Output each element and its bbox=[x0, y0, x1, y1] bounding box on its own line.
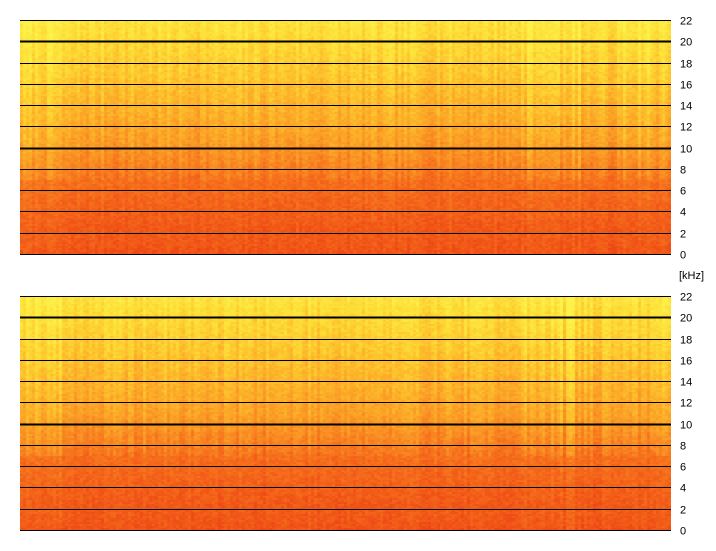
y-tick-label: 0 bbox=[680, 526, 686, 538]
y-tick-label: 6 bbox=[680, 462, 686, 474]
y-tick-label: 8 bbox=[680, 165, 686, 177]
y-tick-label: 6 bbox=[680, 186, 686, 198]
y-tick-label: 12 bbox=[680, 398, 692, 410]
spectrogram-panel-bottom: 0 2 4 6 8 10 12 14 16 18 20 22 bbox=[20, 292, 692, 538]
y-tick-label: 22 bbox=[680, 16, 692, 28]
y-tick-label: 2 bbox=[680, 505, 686, 517]
y-tick-label: 18 bbox=[680, 335, 692, 347]
y-tick-label: 14 bbox=[680, 377, 692, 389]
y-tick-label: 2 bbox=[680, 229, 686, 241]
y-tick-label: 22 bbox=[680, 292, 692, 304]
spectrogram-panel-top: 0 2 4 6 8 10 12 14 16 18 20 22 bbox=[20, 16, 692, 262]
y-tick-label: 0 bbox=[680, 250, 686, 262]
y-tick-label: 16 bbox=[680, 356, 692, 368]
y-tick-label: 20 bbox=[680, 37, 692, 49]
y-tick-label: 12 bbox=[680, 122, 692, 134]
spectrogram-heatmap bbox=[20, 296, 671, 530]
y-tick-label: 4 bbox=[680, 483, 686, 495]
y-tick-label: 10 bbox=[680, 144, 692, 156]
y-tick-label: 20 bbox=[680, 313, 692, 325]
spectrogram-heatmap bbox=[20, 20, 671, 254]
y-tick-label: 4 bbox=[680, 207, 686, 219]
frequency-unit-label: [kHz] bbox=[679, 270, 704, 282]
y-tick-label: 10 bbox=[680, 420, 692, 432]
y-tick-label: 8 bbox=[680, 441, 686, 453]
y-tick-label: 16 bbox=[680, 80, 692, 92]
y-tick-label: 14 bbox=[680, 101, 692, 113]
y-tick-label: 18 bbox=[680, 59, 692, 71]
